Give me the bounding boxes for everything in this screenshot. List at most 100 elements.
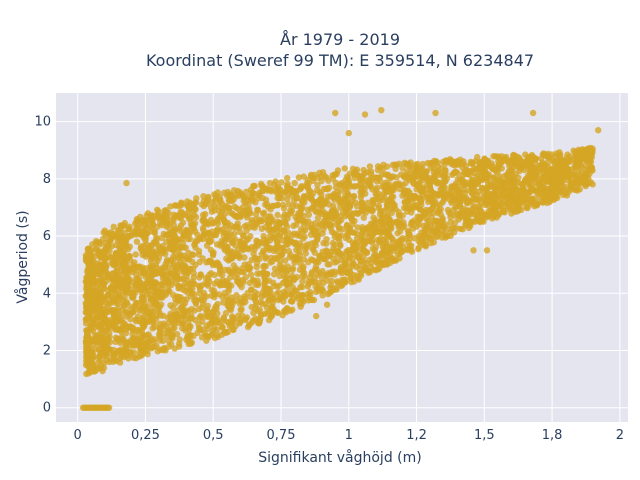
data-point [184, 332, 192, 339]
data-point [139, 332, 147, 340]
data-point [361, 185, 368, 193]
data-point [553, 182, 560, 189]
data-point [242, 207, 249, 215]
data-point [221, 289, 229, 297]
y-axis-title: Vågperiod (s) [14, 210, 31, 303]
data-point [337, 242, 344, 249]
data-point [85, 245, 92, 252]
data-point [374, 163, 382, 170]
data-point [385, 197, 392, 204]
data-point [472, 158, 479, 165]
data-point [389, 193, 397, 200]
x-tick-label: 0 [74, 428, 82, 443]
data-point [227, 222, 234, 229]
data-point [564, 165, 571, 173]
data-point [204, 200, 211, 207]
data-point [338, 276, 346, 284]
data-point [471, 218, 479, 225]
data-point [258, 293, 265, 301]
data-point [222, 202, 230, 210]
data-point [453, 202, 460, 209]
data-point [276, 261, 284, 269]
data-point [437, 211, 444, 218]
data-point [192, 199, 200, 206]
data-point [285, 201, 293, 208]
data-point [262, 223, 269, 231]
data-point [358, 191, 365, 199]
data-point [457, 198, 465, 205]
data-point [494, 169, 501, 176]
data-point [529, 109, 537, 117]
data-point [469, 184, 477, 191]
data-point [314, 181, 321, 189]
data-point [360, 246, 367, 253]
data-point [250, 183, 257, 190]
data-point [242, 315, 249, 323]
data-point [157, 246, 164, 254]
data-point [225, 248, 233, 255]
data-point [474, 178, 482, 186]
data-point [534, 199, 541, 206]
data-point [344, 189, 351, 196]
data-point [266, 233, 274, 240]
data-point [475, 188, 482, 195]
data-point [305, 278, 312, 285]
data-point [289, 265, 296, 272]
data-point [494, 192, 501, 199]
data-point [418, 188, 426, 195]
data-point [241, 241, 248, 248]
data-point [87, 315, 94, 322]
data-point [316, 254, 323, 262]
data-point [451, 168, 459, 176]
data-point [483, 247, 491, 254]
data-point [498, 186, 505, 193]
y-tick-label: 10 [34, 115, 51, 130]
data-point [432, 109, 439, 117]
data-point [456, 186, 463, 194]
data-point [463, 179, 470, 186]
data-point [259, 240, 267, 247]
data-point [186, 199, 194, 206]
data-point [525, 194, 533, 201]
data-point [345, 129, 352, 137]
data-point [247, 271, 255, 278]
data-point [193, 297, 200, 304]
data-point [211, 197, 218, 204]
data-point [148, 336, 155, 344]
data-point [170, 221, 177, 229]
data-point [275, 267, 282, 275]
data-point [204, 325, 212, 332]
data-point [242, 298, 249, 306]
data-point [119, 234, 127, 241]
data-point [158, 268, 165, 276]
data-point [464, 214, 472, 221]
data-point [103, 357, 110, 364]
data-point [119, 288, 126, 295]
data-point [267, 206, 274, 213]
data-point [214, 278, 221, 285]
data-point [186, 205, 193, 213]
data-point [220, 314, 227, 321]
data-point [430, 229, 438, 236]
data-point [139, 307, 146, 314]
data-point [196, 314, 203, 321]
data-point [192, 261, 199, 269]
data-point [318, 195, 325, 202]
data-point [360, 241, 368, 248]
data-point [517, 157, 524, 164]
data-point [227, 255, 234, 262]
data-point [110, 223, 117, 230]
data-point [245, 265, 252, 273]
data-point [129, 294, 136, 302]
data-point [93, 314, 101, 321]
data-point [354, 253, 361, 261]
data-point [233, 205, 240, 212]
data-point [119, 222, 126, 229]
data-point [116, 355, 123, 363]
data-point [360, 258, 367, 265]
data-point [99, 367, 106, 375]
data-point [336, 233, 343, 240]
data-point [191, 211, 198, 218]
data-point [151, 323, 158, 331]
data-point [352, 168, 359, 175]
